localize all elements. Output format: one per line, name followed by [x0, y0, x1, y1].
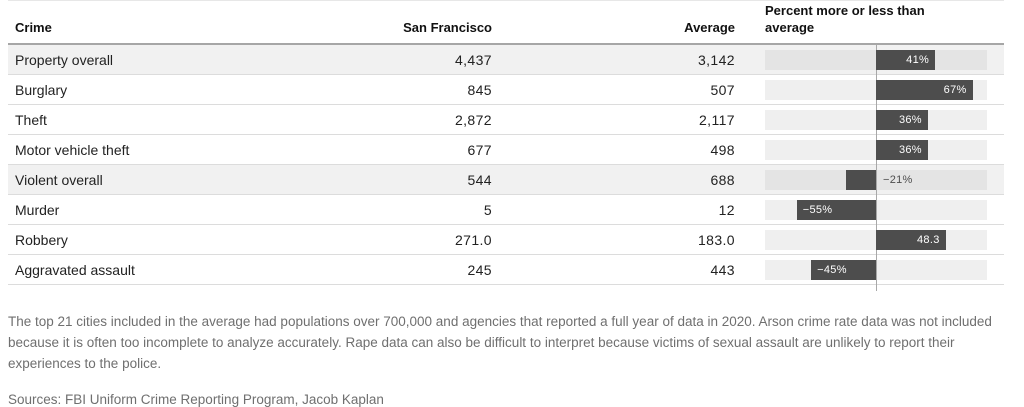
source-link-fbi-ucr[interactable]: FBI Uniform Crime Reporting Program	[65, 391, 295, 407]
crime-name: Burglary	[15, 81, 68, 98]
bar-cell: 48.3	[735, 225, 1002, 254]
bar-track: −45%	[765, 259, 987, 280]
crime-name: Motor vehicle theft	[15, 141, 130, 158]
bar-cell: −55%	[735, 195, 1002, 224]
average-value: 507	[710, 81, 735, 98]
crime-name: Theft	[15, 111, 47, 128]
bar-cell: 41%	[735, 45, 1002, 74]
bar-track: 36%	[765, 109, 987, 130]
column-header-crime: Crime	[15, 20, 52, 35]
bar-cell: 67%	[735, 75, 1002, 104]
percent-bar: 48.3	[876, 229, 946, 250]
average-value: 2,117	[699, 111, 735, 128]
sources-line: Sources: FBI Uniform Crime Reporting Pro…	[8, 392, 1004, 407]
average-value: 443	[710, 261, 735, 278]
bar-cell: −45%	[735, 255, 1002, 284]
average-value: 3,142	[697, 51, 735, 68]
table-row: Murder 5 12 −55%	[8, 195, 1004, 225]
percent-bar: 36%	[876, 109, 928, 130]
table-row: Motor vehicle theft 677 498 36%	[8, 135, 1004, 165]
percent-bar-label: 36%	[898, 113, 922, 126]
table-body: Property overall 4,437 3,142 41% Burglar…	[8, 45, 1004, 291]
san-francisco-value: 845	[467, 81, 492, 98]
san-francisco-value: 544	[467, 171, 492, 188]
table-row: Burglary 845 507 67%	[8, 75, 1004, 105]
table-row: Robbery 271.0 183.0 48.3	[8, 225, 1004, 255]
san-francisco-value: 271.0	[454, 231, 492, 248]
zero-baseline	[876, 45, 877, 291]
percent-bar: 67%	[876, 79, 973, 100]
table-row: Property overall 4,437 3,142 41%	[8, 45, 1004, 75]
percent-bar	[845, 169, 876, 190]
column-header-percent-diff: Percent more or less than average	[735, 2, 1002, 36]
san-francisco-value: 245	[467, 261, 492, 278]
bar-cell: 36%	[735, 105, 1002, 134]
bar-cell: −21%	[735, 165, 1002, 194]
average-value: 688	[710, 171, 735, 188]
bar-track: 41%	[765, 49, 987, 70]
bar-track: 67%	[765, 79, 987, 100]
percent-bar-label: 67%	[943, 83, 967, 96]
crime-name: Robbery	[15, 231, 68, 248]
bar-track: 36%	[765, 139, 987, 160]
crime-name: Murder	[15, 201, 60, 218]
table-row: Theft 2,872 2,117 36%	[8, 105, 1004, 135]
column-header-average: Average	[684, 20, 735, 35]
san-francisco-value: 5	[483, 201, 492, 218]
crime-comparison-module: Crime San Francisco Average Percent more…	[8, 0, 1004, 407]
san-francisco-value: 677	[467, 141, 492, 158]
percent-bar: 41%	[876, 49, 936, 70]
percent-bar-label: 36%	[898, 143, 922, 156]
bar-track: 48.3	[765, 229, 987, 250]
average-value: 183.0	[697, 231, 735, 248]
percent-bar-label: −45%	[817, 263, 847, 276]
table-row: Violent overall 544 688 −21%	[8, 165, 1004, 195]
average-value: 12	[718, 201, 735, 218]
bar-cell: 36%	[735, 135, 1002, 164]
percent-bar: 36%	[876, 139, 928, 160]
source-link-jacob-kaplan[interactable]: Jacob Kaplan	[302, 391, 384, 407]
crime-name: Aggravated assault	[15, 261, 135, 278]
crime-name: Violent overall	[15, 171, 103, 188]
percent-bar-label: −21%	[883, 173, 913, 186]
crime-table: Crime San Francisco Average Percent more…	[8, 0, 1004, 291]
san-francisco-value: 4,437	[454, 51, 492, 68]
san-francisco-value: 2,872	[454, 111, 492, 128]
column-header-san-francisco: San Francisco	[403, 20, 492, 35]
sources-separator: ,	[294, 391, 303, 407]
table-header: Crime San Francisco Average Percent more…	[8, 0, 1004, 45]
percent-bar-label: 48.3	[917, 233, 940, 246]
average-value: 498	[710, 141, 735, 158]
percent-bar-label: −55%	[802, 203, 833, 216]
column-header-percent-diff-text: Percent more or less than average	[765, 3, 925, 35]
footnote-text: The top 21 cities included in the averag…	[8, 314, 992, 371]
sources-label: Sources:	[8, 391, 66, 407]
percent-bar-label: 41%	[906, 53, 930, 66]
table-row: Aggravated assault 245 443 −45%	[8, 255, 1004, 285]
percent-bar: −45%	[811, 259, 876, 280]
crime-name: Property overall	[15, 51, 114, 68]
percent-bar: −55%	[796, 199, 876, 220]
